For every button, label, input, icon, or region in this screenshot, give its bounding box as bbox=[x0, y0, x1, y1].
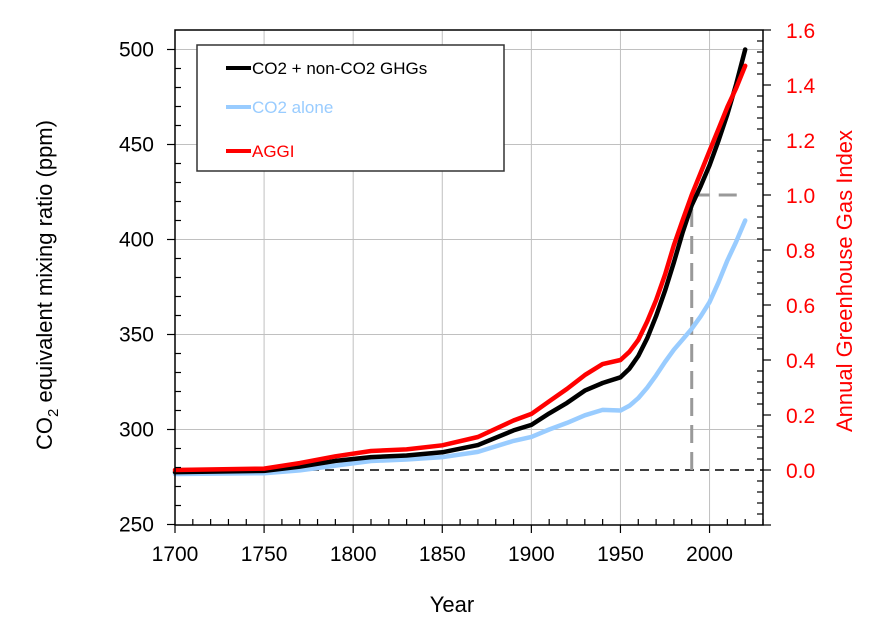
y2-tick-label: 1.4 bbox=[786, 75, 816, 98]
x-tick-label: 1950 bbox=[597, 543, 644, 566]
y2-tick-label: 0.6 bbox=[786, 295, 815, 318]
y-tick-label: 350 bbox=[119, 324, 154, 347]
x-axis-title: Year bbox=[430, 592, 474, 617]
y-axis-title-rest: equivalent mixing ratio (ppm) bbox=[32, 120, 57, 409]
legend-label-1: CO2 alone bbox=[252, 98, 333, 117]
y-tick-label: 500 bbox=[119, 39, 154, 62]
y-axis-title-subscript: 2 bbox=[45, 409, 62, 417]
y2-tick-label: 0.0 bbox=[786, 460, 815, 483]
x-tick-label: 1700 bbox=[152, 543, 199, 566]
y2-tick-label: 1.2 bbox=[786, 130, 815, 153]
series-line-co2-non-co2-ghgs bbox=[172, 47, 748, 475]
legend-label-0: CO2 + non-CO2 GHGs bbox=[252, 59, 427, 78]
x-tick-labels: 1700 1750 1800 1850 1900 1950 2000 bbox=[152, 543, 733, 566]
series-line-co2-alone bbox=[172, 218, 748, 477]
y-axis-title-main: CO bbox=[32, 417, 57, 450]
y2-tick-label: 0.4 bbox=[786, 350, 816, 373]
y-axis-title: CO2 equivalent mixing ratio (ppm) bbox=[32, 120, 62, 450]
x-tick-label: 1800 bbox=[330, 543, 377, 566]
axis-ticks bbox=[167, 29, 771, 533]
y2-tick-label: 0.8 bbox=[786, 240, 815, 263]
y-tick-labels: 250 300 350 400 450 500 bbox=[119, 39, 154, 537]
x-tick-label: 1750 bbox=[241, 543, 288, 566]
series-lines bbox=[172, 47, 748, 477]
y2-tick-label: 1.6 bbox=[786, 20, 815, 43]
y-tick-label: 450 bbox=[119, 134, 154, 157]
y-tick-label: 300 bbox=[119, 419, 154, 442]
legend: CO2 + non-CO2 GHGs CO2 alone AGGI bbox=[196, 44, 505, 172]
y2-tick-label: 0.2 bbox=[786, 405, 815, 428]
series-line-aggi bbox=[172, 63, 748, 473]
y-tick-label: 400 bbox=[119, 229, 154, 252]
y2-axis-title: Annual Greenhouse Gas Index bbox=[832, 130, 857, 432]
x-tick-label: 1900 bbox=[508, 543, 555, 566]
legend-label-2: AGGI bbox=[252, 142, 295, 161]
x-tick-label: 2000 bbox=[686, 543, 733, 566]
y-tick-label: 250 bbox=[119, 514, 154, 537]
x-tick-label: 1850 bbox=[419, 543, 466, 566]
y2-tick-labels: 0.0 0.2 0.4 0.6 0.8 1.0 1.2 1.4 1.6 bbox=[786, 20, 816, 483]
y2-tick-label: 1.0 bbox=[786, 185, 815, 208]
